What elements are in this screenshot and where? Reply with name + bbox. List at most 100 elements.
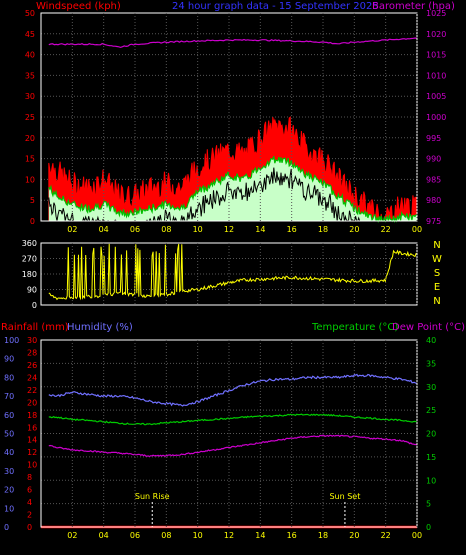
direction-y-tick-label: 90 — [27, 286, 37, 295]
temperature-y-tick-label: 0 — [426, 523, 431, 532]
dew-point-series — [48, 434, 418, 458]
wind-y-tick-label: 20 — [25, 134, 35, 143]
wind-x-tick-label: 18 — [318, 225, 328, 234]
windspeed-title: Windspeed (kph) — [36, 1, 121, 12]
temperature-y-tick-label: 15 — [426, 453, 436, 462]
temperature-y-tick-label: 40 — [426, 336, 436, 345]
barometer-title: Barometer (hpa) — [372, 1, 455, 12]
humidity-y-tick-label: 50 — [4, 430, 14, 439]
humidity-y-tick-label: 90 — [4, 355, 14, 364]
temp-x-tick-label: 18 — [318, 531, 328, 540]
wind-panel: 0510152025303540455097598098599099510001… — [25, 9, 447, 234]
barometer-y-tick-label: 1025 — [426, 9, 446, 18]
temp-x-tick-label: 16 — [287, 531, 297, 540]
wind-y-tick-label: 35 — [25, 71, 35, 80]
barometer-y-tick-label: 1010 — [426, 71, 446, 80]
wind-x-tick-label: 12 — [224, 225, 234, 234]
humidity-title: Humidity (%) — [67, 322, 133, 333]
rainfall-y-tick-label: 22 — [27, 386, 37, 395]
rainfall-y-tick-label: 2 — [27, 511, 32, 520]
temperature-y-tick-label: 25 — [426, 406, 436, 415]
rainfall-y-tick-label: 18 — [27, 411, 37, 420]
rainfall-y-tick-label: 4 — [27, 498, 32, 507]
rainfall-y-tick-label: 14 — [27, 436, 37, 445]
direction-y-tick-label: 270 — [22, 255, 37, 264]
barometer-y-tick-label: 1005 — [426, 92, 446, 101]
temp-x-tick-label: 10 — [193, 531, 203, 540]
wind-x-tick-label: 06 — [130, 225, 140, 234]
wind-x-tick-label: 04 — [99, 225, 109, 234]
sun-marker-label: Sun Rise — [135, 492, 170, 501]
temp-x-tick-label: 08 — [161, 531, 171, 540]
temperature-series — [48, 413, 418, 426]
wind-x-tick-label: 20 — [349, 225, 359, 234]
rainfall-y-tick-label: 30 — [27, 336, 37, 345]
humidity-y-tick-label: 40 — [4, 448, 14, 457]
temp-x-tick-label: 12 — [224, 531, 234, 540]
rainfall-y-tick-label: 6 — [27, 486, 32, 495]
temp-x-tick-label: 00 — [412, 531, 422, 540]
direction-y-tick-label: 360 — [22, 239, 37, 248]
humidity-y-tick-label: 100 — [4, 336, 19, 345]
rainfall-y-tick-label: 8 — [27, 473, 32, 482]
direction-series — [48, 243, 418, 301]
humidity-y-tick-label: 20 — [4, 486, 14, 495]
barometer-y-tick-label: 990 — [426, 155, 441, 164]
temperature-y-tick-label: 30 — [426, 383, 436, 392]
compass-label: S — [434, 268, 440, 279]
temp-x-tick-label: 20 — [349, 531, 359, 540]
humidity-y-tick-label: 0 — [4, 523, 9, 532]
wind-average-fill — [48, 156, 418, 221]
barometer-y-tick-label: 1020 — [426, 30, 446, 39]
dewpoint-title: Dew Point (°C) — [392, 322, 465, 333]
sun-marker-label: Sun Set — [329, 492, 360, 501]
wind-y-tick-label: 40 — [25, 51, 35, 60]
barometer-y-tick-label: 975 — [426, 217, 441, 226]
wind-x-tick-label: 10 — [193, 225, 203, 234]
wind-y-tick-label: 50 — [25, 9, 35, 18]
rainfall-y-tick-label: 26 — [27, 361, 37, 370]
humidity-y-tick-label: 80 — [4, 373, 14, 382]
temp-x-tick-label: 22 — [381, 531, 391, 540]
wind-y-tick-label: 0 — [30, 217, 35, 226]
humidity-y-tick-label: 30 — [4, 467, 14, 476]
compass-label: N — [433, 240, 440, 251]
rainfall-y-tick-label: 0 — [27, 523, 32, 532]
temp-x-tick-label: 06 — [130, 531, 140, 540]
barometer-y-tick-label: 1015 — [426, 51, 446, 60]
temp-humidity-panel: 0102030405060708090100024681012141618202… — [4, 336, 436, 540]
rainfall-y-tick-label: 16 — [27, 423, 37, 432]
wind-y-tick-label: 30 — [25, 92, 35, 101]
wind-x-tick-label: 14 — [255, 225, 265, 234]
rainfall-title: Rainfall (mm) — [1, 322, 69, 333]
temp-x-tick-label: 14 — [255, 531, 265, 540]
compass-label: E — [434, 282, 440, 293]
temp-x-tick-label: 04 — [99, 531, 109, 540]
temperature-y-tick-label: 10 — [426, 476, 436, 485]
barometer-series — [48, 37, 418, 49]
barometer-y-tick-label: 985 — [426, 175, 441, 184]
rainfall-y-tick-label: 12 — [27, 448, 37, 457]
wind-x-tick-label: 16 — [287, 225, 297, 234]
wind-x-tick-label: 08 — [161, 225, 171, 234]
barometer-y-tick-label: 1000 — [426, 113, 446, 122]
temp-x-tick-label: 02 — [67, 531, 77, 540]
direction-y-tick-label: 180 — [22, 270, 37, 279]
humidity-y-tick-label: 70 — [4, 392, 14, 401]
rainfall-y-tick-label: 24 — [27, 373, 37, 382]
humidity-series — [48, 373, 417, 407]
wind-y-tick-label: 10 — [25, 175, 35, 184]
direction-y-tick-label: 0 — [32, 301, 37, 310]
temperature-title: Temperature (°C) — [311, 322, 398, 333]
rainfall-y-tick-label: 20 — [27, 398, 37, 407]
graph-date-title: 24 hour graph data - 15 September 2025 — [172, 1, 379, 12]
temperature-y-tick-label: 35 — [426, 359, 436, 368]
wind-x-tick-label: 02 — [67, 225, 77, 234]
rainfall-y-tick-label: 28 — [27, 348, 37, 357]
wind-y-tick-label: 25 — [25, 113, 35, 122]
rainfall-y-tick-label: 10 — [27, 461, 37, 470]
barometer-y-tick-label: 980 — [426, 196, 441, 205]
temperature-y-tick-label: 5 — [426, 500, 431, 509]
